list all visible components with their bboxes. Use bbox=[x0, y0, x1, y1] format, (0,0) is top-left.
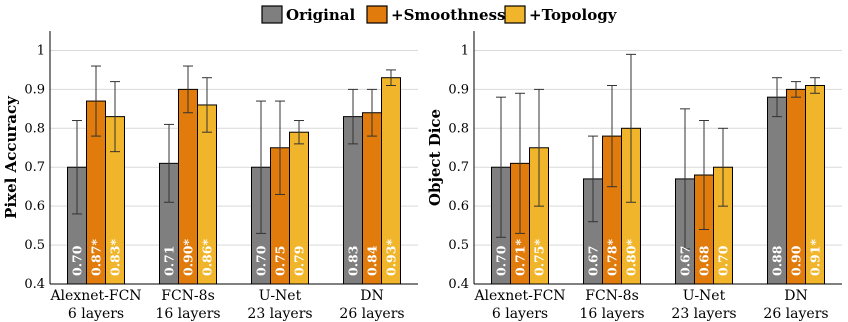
y-tick-label: 0.6 bbox=[448, 199, 469, 214]
x-tick-sublabel: 23 layers bbox=[247, 306, 312, 322]
x-tick-label: Alexnet-FCN bbox=[49, 288, 141, 304]
y-tick-label: 0.6 bbox=[24, 199, 45, 214]
x-tick-sublabel: 26 layers bbox=[763, 306, 828, 322]
x-tick-sublabel: 23 layers bbox=[671, 306, 736, 322]
data-label: 0.93* bbox=[384, 239, 399, 276]
y-tick-label: 0.7 bbox=[24, 160, 45, 175]
x-tick-label: FCN-8s bbox=[585, 288, 639, 304]
data-label: 0.90* bbox=[181, 239, 196, 276]
y-tick-label: 0.9 bbox=[448, 82, 469, 97]
data-label: 0.83 bbox=[346, 246, 361, 276]
legend-label: Original bbox=[286, 6, 355, 24]
x-tick-sublabel: 6 layers bbox=[492, 306, 548, 322]
data-label: 0.79 bbox=[292, 246, 307, 276]
data-label: 0.86* bbox=[200, 239, 215, 276]
y-tick-label: 0.4 bbox=[24, 277, 45, 292]
x-tick-label: Alexnet-FCN bbox=[473, 288, 565, 304]
legend-label: +Smoothness bbox=[391, 6, 505, 24]
data-label: 0.71* bbox=[513, 239, 528, 276]
data-label: 0.70 bbox=[494, 245, 509, 276]
y-tick-label: 0.8 bbox=[448, 121, 469, 136]
x-tick-label: U-Net bbox=[259, 288, 302, 304]
y-tick-label: 1 bbox=[37, 43, 45, 58]
data-label: 0.91* bbox=[808, 239, 823, 276]
pixel-accuracy-chart: 0.4 0.5 0.6 0.7 0.8 0.9 1 Pixel Accuracy 0.70 0.8… bbox=[2, 31, 418, 322]
data-label: 0.75 bbox=[273, 246, 288, 276]
data-label: 0.71 bbox=[162, 246, 177, 276]
x-tick-label: U-Net bbox=[683, 288, 726, 304]
y-axis-title: Pixel Accuracy bbox=[2, 95, 20, 219]
object-dice-chart: 0.4 0.5 0.6 0.7 0.8 0.9 1 Object Dice 0.70 0.71* 0… bbox=[426, 31, 842, 322]
legend-swatch bbox=[261, 5, 283, 24]
legend-label: +Topology bbox=[529, 6, 618, 24]
data-label: 0.78* bbox=[605, 239, 620, 276]
y-tick-label: 0.4 bbox=[448, 277, 469, 292]
y-tick-label: 0.9 bbox=[24, 82, 45, 97]
data-label: 0.80* bbox=[624, 239, 639, 276]
legend-swatch bbox=[366, 5, 388, 24]
data-label: 0.70 bbox=[70, 245, 85, 276]
data-label: 0.87* bbox=[89, 239, 104, 276]
x-tick-label: FCN-8s bbox=[161, 288, 215, 304]
x-tick-label: DN bbox=[784, 288, 807, 304]
data-label: 0.70 bbox=[254, 245, 269, 276]
chart-legend: Original +Smoothness +Topology bbox=[261, 5, 618, 24]
data-label: 0.70 bbox=[716, 245, 731, 276]
x-tick-label: DN bbox=[360, 288, 383, 304]
data-label: 0.83* bbox=[108, 239, 123, 276]
legend-swatch bbox=[504, 5, 526, 24]
data-label: 0.88 bbox=[770, 245, 785, 276]
data-label: 0.67 bbox=[678, 246, 693, 276]
data-label: 0.67 bbox=[586, 246, 601, 276]
y-tick-label: 0.5 bbox=[448, 238, 469, 253]
data-label: 0.84 bbox=[365, 245, 380, 276]
y-tick-label: 0.7 bbox=[448, 160, 469, 175]
x-tick-sublabel: 26 layers bbox=[339, 306, 404, 322]
y-tick-label: 0.5 bbox=[24, 238, 45, 253]
x-tick-sublabel: 16 layers bbox=[579, 306, 644, 322]
y-tick-label: 0.8 bbox=[24, 121, 45, 136]
data-label: 0.68 bbox=[697, 245, 712, 276]
data-label: 0.90 bbox=[789, 245, 804, 276]
y-axis-title: Object Dice bbox=[426, 109, 444, 206]
x-tick-sublabel: 6 layers bbox=[68, 306, 124, 322]
data-label: 0.75* bbox=[532, 239, 547, 276]
x-tick-sublabel: 16 layers bbox=[155, 306, 220, 322]
y-tick-label: 1 bbox=[461, 43, 469, 58]
